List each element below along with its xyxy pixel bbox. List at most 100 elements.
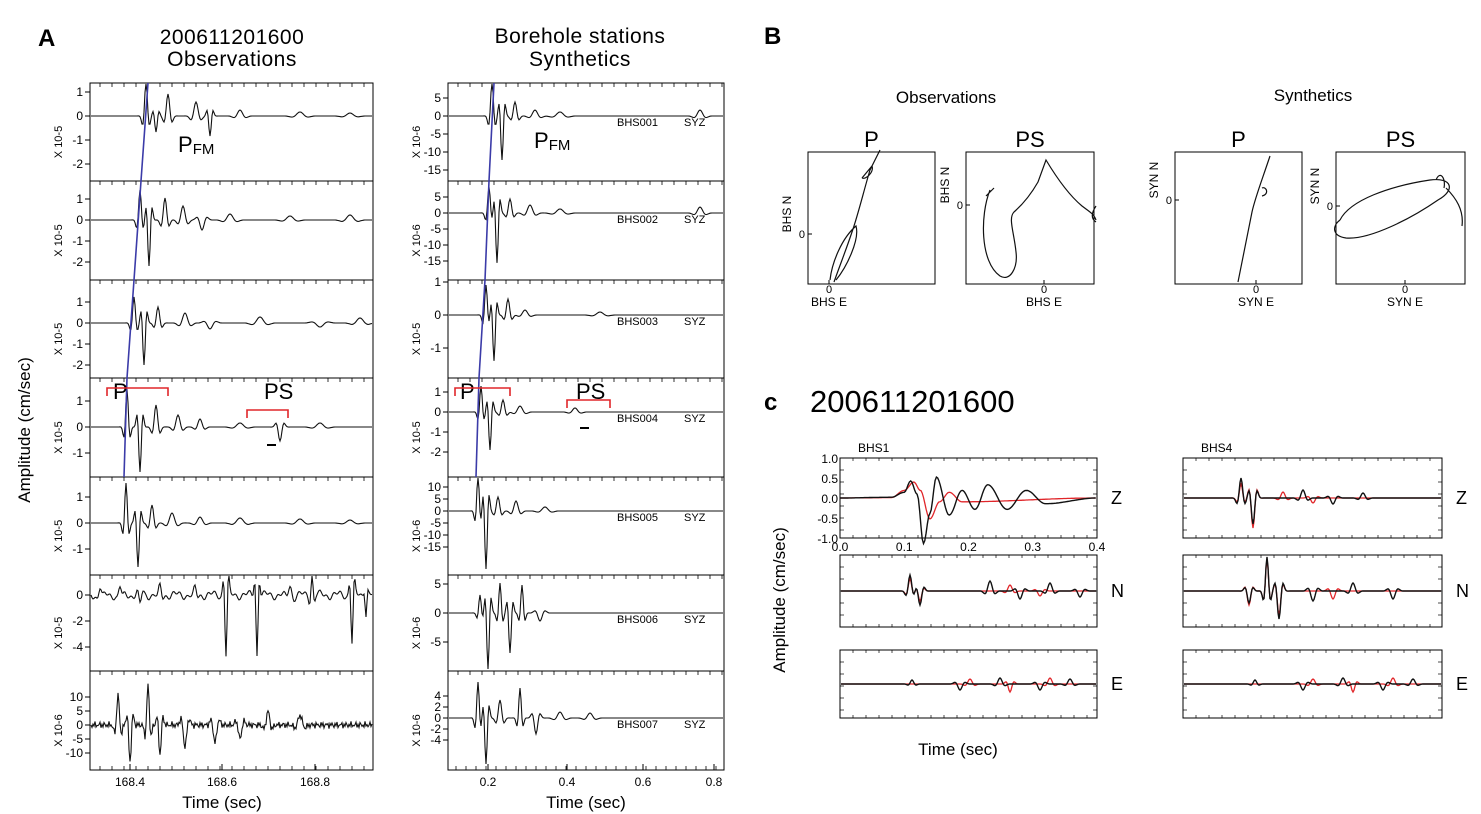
- pm-plot-4-yzero: 0: [1327, 201, 1333, 213]
- c-BHS4-N-observed: [1184, 556, 1441, 620]
- obs-xtick-label: 168.8: [300, 775, 330, 789]
- pm-plot-3-trajectory: [1237, 155, 1271, 283]
- obs-track-4-ytick-label: 0: [76, 420, 83, 434]
- syn-track-5-ytick-label: 5: [434, 492, 441, 506]
- obs-track-3-ytick-label: 1: [76, 295, 83, 309]
- pm-plot-3-xzero: 0: [1253, 284, 1259, 296]
- syn-xtick-label: 0.4: [559, 775, 576, 789]
- syn-xtick-label: 0.8: [706, 775, 723, 789]
- c-event-id: 200611201600: [810, 384, 1015, 419]
- syn-track-7-ytick-label: 0: [434, 711, 441, 725]
- syn-track-5-ytick-label: -10: [424, 528, 442, 542]
- panel-a-letter: A: [38, 25, 55, 52]
- c-BHS1-E-synthetic: [841, 677, 1096, 694]
- pm-plot-3-yzero: 0: [1166, 195, 1172, 207]
- pm-plot-2-yzero: 0: [957, 200, 963, 212]
- c-BHS1-N-observed: [841, 572, 1096, 608]
- syn-track-2-ytick-label: -15: [424, 254, 442, 268]
- c-BHS1-Z-component: Z: [1111, 488, 1122, 508]
- obs-track-1-ytick-label: -1: [72, 133, 83, 147]
- obs-track-5-scale: X 10-5: [53, 520, 65, 552]
- obs-track-7-ytick-label: 0: [76, 718, 83, 732]
- c-BHS1-E-observed: [841, 677, 1096, 691]
- obs-track-1-waveform: [91, 83, 372, 137]
- c-BHS4-Z-component: Z: [1456, 488, 1467, 508]
- syn-track-3-ytick-label: -1: [430, 341, 441, 355]
- pm-plot-4-frame: [1335, 151, 1466, 285]
- obs-track-4-ytick-label: 1: [76, 394, 83, 408]
- c-BHS1-E-frame: [839, 649, 1098, 719]
- obs-track-6-waveform: [90, 575, 373, 657]
- c-ytick-label: 0.5: [821, 472, 838, 486]
- pm-plot-1-yzero: 0: [799, 229, 805, 241]
- obs-track-7-ytick-label: -10: [66, 746, 84, 760]
- syn-xlabel: Time (sec): [546, 793, 626, 812]
- syn-xtick-label: 0.2: [480, 775, 497, 789]
- syn-track-6-scale: X 10-6: [411, 617, 423, 649]
- obs-track-6-scale: X 10-5: [53, 617, 65, 649]
- syn-track-3-frame: [447, 279, 725, 379]
- syn-track-2-ytick-label: 5: [434, 190, 441, 204]
- obs-track-4-scale: X 10-5: [53, 421, 65, 453]
- syn-track-2-frame: [447, 180, 725, 281]
- syn-track-1-waveform: [449, 83, 723, 161]
- syn-track-4-scale: X 10-5: [411, 421, 423, 453]
- syn-track-3-waveform: [449, 284, 723, 361]
- obs-track-3-ytick-label: 0: [76, 316, 83, 330]
- syn-track-6-ytick-label: -5: [430, 635, 441, 649]
- obs-p-label: P: [113, 379, 128, 404]
- obs-track-3-ytick-label: -1: [72, 337, 83, 351]
- syn-track-4-component: SYZ: [684, 413, 706, 425]
- obs-track-2-scale: X 10-5: [53, 224, 65, 256]
- obs-ylabel: Amplitude (cm/sec): [15, 357, 34, 502]
- pm-plot-4-trajectory: [1334, 174, 1463, 239]
- c-xtick-label: 0.1: [896, 540, 913, 554]
- syn-track-4-ytick-label: 1: [434, 385, 441, 399]
- c-station-label: BHS1: [858, 441, 890, 455]
- c-xlabel: Time (sec): [918, 740, 998, 759]
- c-xtick-label: 0.2: [960, 540, 977, 554]
- pm-plot-4-ylabel: SYN N: [1308, 168, 1322, 205]
- syn-track-2-ytick-label: 0: [434, 206, 441, 220]
- c-BHS4-Z-frame: [1182, 457, 1443, 539]
- pm-plot-2-frame: [965, 151, 1095, 285]
- c-BHS1-Z-observed: [840, 476, 1096, 546]
- obs-track-7-ytick-label: -5: [72, 732, 83, 746]
- c-BHS4-N-component: N: [1456, 581, 1469, 601]
- syn-track-3-ytick-label: 1: [434, 275, 441, 289]
- syn-track-5-scale: X 10-6: [411, 520, 423, 552]
- pm-plot-4-xlabel: SYN E: [1387, 295, 1423, 309]
- c-BHS4-Z-synthetic: [1184, 481, 1441, 529]
- syn-track-1-station: BHS001: [617, 117, 658, 129]
- syn-track-4-ytick-label: -2: [430, 445, 441, 459]
- pm-plot-1-frame: [807, 151, 936, 285]
- syn-title-line1: Borehole stations: [495, 25, 666, 48]
- syn-track-2-scale: X 10-6: [411, 224, 423, 256]
- obs-track-2-ytick-label: 0: [76, 213, 83, 227]
- obs-ps-label: PS: [264, 379, 293, 404]
- obs-traces: 10-1-2X 10-510-1-2X 10-510-1-2X 10-510-1…: [53, 82, 374, 789]
- syn-track-7-component: SYZ: [684, 719, 706, 731]
- obs-track-1-frame: [89, 82, 374, 182]
- syn-track-5-station: BHS005: [617, 512, 658, 524]
- syn-moveout-line: [475, 82, 495, 478]
- c-BHS4-E-synthetic: [1184, 677, 1441, 694]
- obs-track-3-ytick-label: -2: [72, 358, 83, 372]
- syn-track-7-scale: X 10-6: [411, 714, 423, 746]
- syn-track-5-waveform: [449, 477, 723, 570]
- obs-track-5-frame: [89, 476, 374, 576]
- obs-track-1-ytick-label: -2: [72, 157, 83, 171]
- obs-track-6-ytick-label: 0: [76, 588, 83, 602]
- c-xtick-label: 0.3: [1024, 540, 1041, 554]
- obs-track-5-waveform: [91, 482, 372, 568]
- obs-track-7-ytick-label: 5: [76, 704, 83, 718]
- syn-track-3-component: SYZ: [684, 316, 706, 328]
- obs-ps-window: [246, 409, 289, 418]
- obs-track-6-ytick-label: -4: [72, 640, 83, 654]
- syn-track-2-station: BHS002: [617, 214, 658, 226]
- syn-track-3-ytick-label: 0: [434, 308, 441, 322]
- syn-track-7-ytick-label: -2: [430, 722, 441, 736]
